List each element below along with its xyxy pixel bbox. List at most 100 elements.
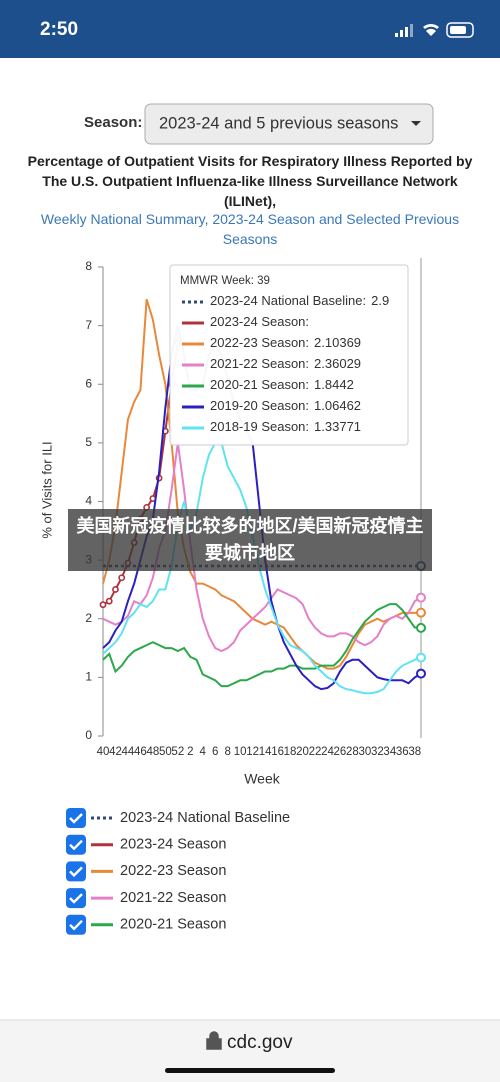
x-tick-label: 20 — [296, 746, 309, 758]
select-caret — [411, 121, 421, 126]
x-tick-label: 28 — [346, 746, 359, 758]
x-tick-label: 42 — [109, 746, 122, 758]
legend-checkbox[interactable] — [66, 861, 86, 882]
season-select[interactable] — [144, 103, 434, 145]
tooltip-label: 2019-20 Season: — [210, 398, 309, 413]
season-label: Season: — [84, 114, 142, 131]
tooltip-row: 2023-24 National Baseline: 2.9 — [210, 293, 389, 308]
status-bar-bg — [0, 0, 500, 58]
x-tick-label: 18 — [284, 746, 297, 758]
x-tick-label: 8 — [225, 746, 231, 758]
y-tick-label: 0 — [85, 728, 92, 742]
legend-label: 2022-23 Season — [120, 863, 226, 879]
x-tick-label: 22 — [309, 746, 322, 758]
x-tick-label: 16 — [271, 746, 284, 758]
tooltip-value: 1.8442 — [314, 377, 354, 392]
point — [99, 601, 107, 609]
y-tick-label: 1 — [85, 670, 92, 684]
y-tick-label: 2 — [85, 611, 92, 625]
checkmark — [69, 919, 83, 931]
hover-point — [416, 622, 426, 633]
series-line — [102, 603, 422, 688]
hover-point — [416, 607, 426, 618]
y-tick-label: 5 — [85, 435, 92, 449]
tooltip-row: 2019-20 Season: 1.06462 — [210, 398, 361, 413]
legend-label: 2020-21 Season — [120, 917, 226, 933]
x-tick-label: 48 — [146, 746, 159, 758]
tooltip-value: 2.10369 — [314, 335, 361, 350]
y-tick-label: 6 — [85, 376, 92, 390]
tooltip-title: MMWR Week: 39 — [180, 275, 270, 287]
tooltip-label: 2018-19 Season: — [210, 419, 309, 434]
y-tick-label: 7 — [85, 318, 92, 332]
tooltip-value: 2.9 — [371, 293, 389, 308]
chart-title: Percentage of Outpatient Visits for Resp… — [27, 153, 473, 209]
tooltip-label: 2022-23 Season: — [210, 335, 309, 350]
tooltip-row: 2021-22 Season: 2.36029 — [210, 356, 361, 371]
tooltip-row: 2022-23 Season: 2.10369 — [210, 335, 361, 350]
x-tick-label: 14 — [259, 746, 272, 758]
hover-point — [416, 668, 426, 679]
x-tick-label: 10 — [234, 746, 247, 758]
legend-label: 2023-24 National Baseline — [120, 810, 290, 826]
series-line — [102, 441, 422, 695]
x-tick-label: 4 — [200, 746, 207, 758]
x-tick-label: 6 — [212, 746, 218, 758]
x-tick-label: 52 — [171, 746, 184, 758]
tooltip-value: 2.36029 — [314, 356, 361, 371]
tooltip — [169, 264, 409, 446]
status-icons — [395, 22, 474, 38]
y-tick-label: 4 — [85, 494, 92, 508]
x-tick-label: 38 — [408, 746, 421, 758]
point — [118, 574, 126, 582]
x-tick-label: 12 — [246, 746, 259, 758]
hover-point — [416, 652, 426, 663]
x-tick-label: 50 — [159, 746, 172, 758]
tooltip-label: 2023-24 Season: — [210, 314, 309, 329]
chart-subtitle: Weekly National Summary, 2023-24 Season … — [40, 211, 460, 247]
checkmark — [69, 893, 83, 904]
tooltip-value: 1.06462 — [314, 398, 361, 413]
checkmark — [69, 839, 83, 851]
x-tick-label: 46 — [134, 746, 147, 758]
x-tick-label: 24 — [321, 746, 334, 758]
legend-label: 2021-22 Season — [120, 890, 226, 906]
tooltip-label: 2020-21 Season: — [210, 377, 309, 392]
x-tick-label: 34 — [383, 746, 396, 758]
checkmark — [69, 813, 83, 824]
x-tick-label: 32 — [371, 746, 384, 758]
season-select-value[interactable]: 2023-24 and 5 previous seasons — [159, 114, 398, 132]
tooltip-row: 2018-19 Season: 1.33771 — [210, 419, 361, 434]
legend-checkbox[interactable] — [66, 914, 86, 935]
point — [105, 597, 113, 605]
hover-point — [416, 592, 426, 603]
tooltip-label: 2023-24 National Baseline: — [210, 293, 366, 308]
legend-label: 2023-24 Season — [120, 837, 226, 853]
x-tick-label: 26 — [334, 746, 347, 758]
tooltip-label: 2021-22 Season: — [210, 356, 309, 371]
y-tick-label: 8 — [85, 259, 92, 273]
x-tick-label: 40 — [97, 746, 110, 758]
point — [112, 586, 119, 593]
series-line — [102, 298, 422, 670]
x-axis-label: Week — [244, 771, 281, 787]
tooltip-value: 1.33771 — [314, 419, 361, 434]
y-axis-label: % of Visits for ILI — [39, 441, 54, 538]
caption: 美国新冠疫情比较多的地区/美国新冠疫情主要城市地区 — [68, 509, 432, 571]
legend-checkbox[interactable] — [66, 834, 86, 855]
tooltip-row: 2020-21 Season: 1.8442 — [210, 377, 354, 392]
x-tick-label: 2 — [187, 746, 193, 758]
x-tick-label: 30 — [358, 746, 371, 758]
url[interactable]: cdc.gov — [227, 1032, 293, 1053]
x-tick-label: 44 — [122, 746, 135, 758]
lock-icon — [206, 1031, 222, 1050]
time: 2:50 — [40, 19, 78, 40]
x-tick-label: 36 — [396, 746, 409, 758]
checkmark — [69, 866, 83, 878]
tooltip-row: 2023-24 Season: — [210, 314, 309, 329]
legend-checkbox[interactable] — [66, 808, 86, 828]
legend-checkbox[interactable] — [66, 888, 86, 909]
home-indicator — [165, 1068, 335, 1073]
